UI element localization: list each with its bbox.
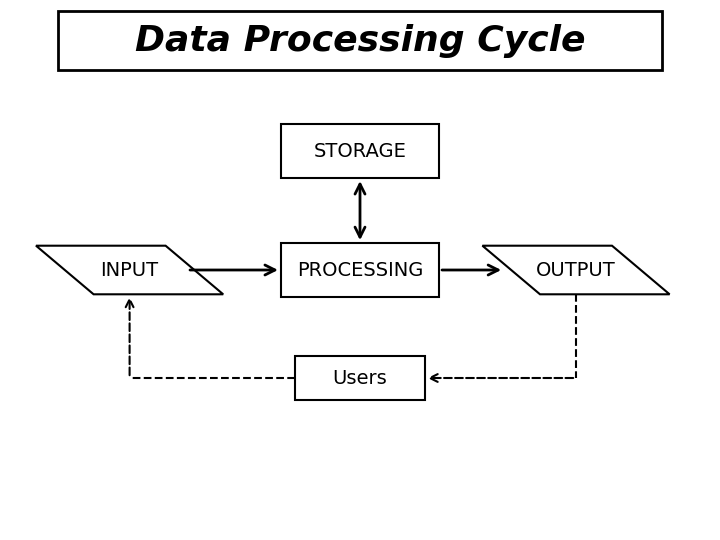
Text: Data Processing Cycle: Data Processing Cycle bbox=[135, 24, 585, 57]
FancyBboxPatch shape bbox=[295, 356, 425, 400]
Polygon shape bbox=[36, 246, 223, 294]
Text: PROCESSING: PROCESSING bbox=[297, 260, 423, 280]
Text: INPUT: INPUT bbox=[101, 260, 158, 280]
Text: STORAGE: STORAGE bbox=[314, 141, 406, 161]
Text: OUTPUT: OUTPUT bbox=[536, 260, 616, 280]
FancyBboxPatch shape bbox=[281, 124, 439, 178]
Text: Users: Users bbox=[333, 368, 387, 388]
FancyBboxPatch shape bbox=[58, 11, 662, 70]
Polygon shape bbox=[482, 246, 670, 294]
FancyBboxPatch shape bbox=[281, 243, 439, 297]
